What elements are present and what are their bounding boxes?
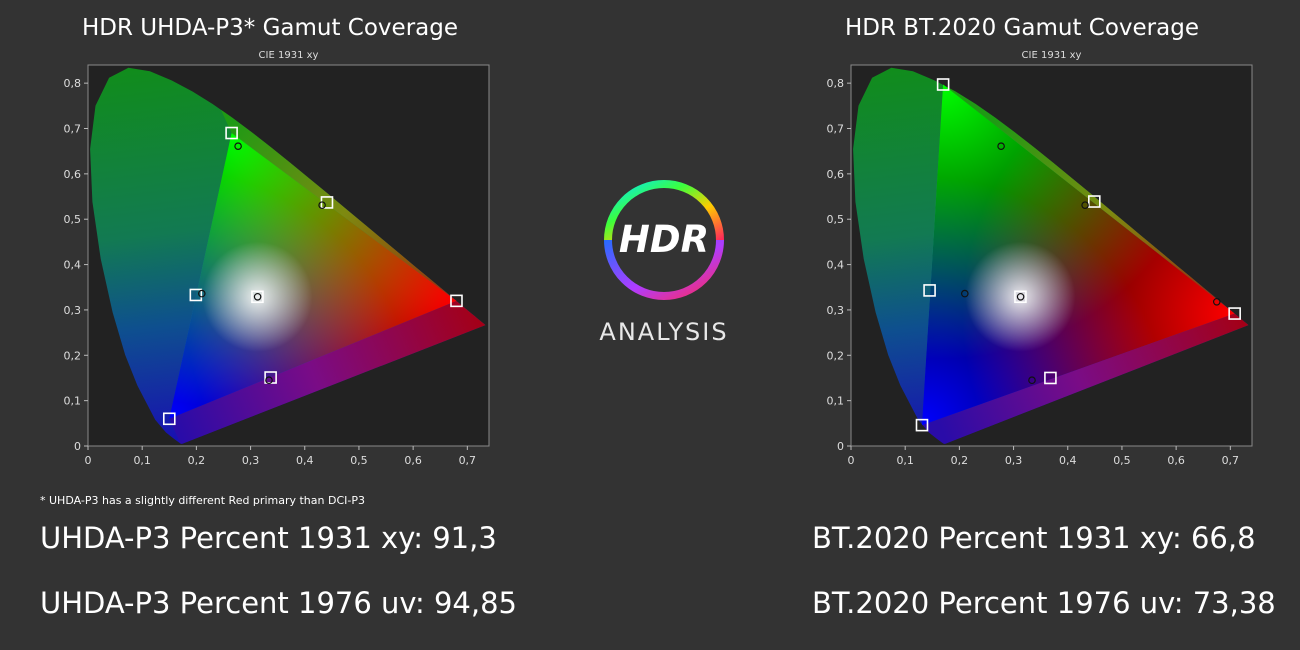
cie-chart-uhda-p3: CIE 1931 xy 0 0,1 0,2 0,3 0,4 0,5 0,6 0,7 0 0,1 0,2… [64,50,490,467]
target-point-blue [915,418,929,432]
x-tick-label: 0,2 [951,454,969,467]
measured-point-magenta [1028,376,1036,385]
y-tick-label: 0,2 [827,349,845,362]
y-tick-label: 0,7 [827,123,845,136]
x-tick-label: 0,3 [242,454,260,467]
cie-chart-bt2020: CIE 1931 xy 0 0,1 0,2 0,3 0,4 0,5 0,6 0,7 0 0,1 0,2… [827,50,1253,467]
measured-point-green [234,142,242,150]
y-tick-label: 0,4 [64,259,82,272]
y-tick-label: 0,7 [64,123,82,136]
measured-point-red [1212,297,1221,306]
chart-subtitle: CIE 1931 xy [259,50,319,61]
x-tick-label: 0,4 [1059,454,1077,467]
y-tick-label: 0,6 [64,168,82,181]
y-tick-label: 0,8 [827,77,845,90]
target-point-white [1014,290,1027,304]
measured-point-magenta [265,376,273,385]
chart-title-bt2020: HDR BT.2020 Gamut Coverage [845,15,1199,41]
y-tick-label: 0,6 [827,168,845,181]
stat-uhda-1931: UHDA-P3 Percent 1931 xy: 91,3 [40,521,497,555]
plot-frame [87,64,490,447]
plot-frame [850,64,1253,447]
target-point-red [450,294,463,308]
x-tick-label: 0,4 [296,454,314,467]
measured-point-cyan [960,289,969,298]
hdr-analysis-logo: HDR ANALYSIS [596,172,732,346]
y-tick-label: 0,5 [64,213,82,226]
x-tick-label: 0,6 [1167,454,1185,467]
measured-point-cyan [197,289,206,298]
hdr-ring-icon: HDR [604,180,724,300]
stat-bt2020-1931: BT.2020 Percent 1931 xy: 66,8 [812,521,1256,555]
measured-point-green [997,142,1005,150]
x-tick-label: 0,6 [404,454,422,467]
y-tick-label: 0,8 [64,77,82,90]
y-tick-label: 0,4 [827,259,845,272]
stat-uhda-1976: UHDA-P3 Percent 1976 uv: 94,85 [40,586,517,620]
target-point-yellow [1088,195,1101,208]
stat-bt2020-1976: BT.2020 Percent 1976 uv: 73,38 [812,586,1276,620]
x-tick-label: 0,5 [1113,454,1131,467]
x-tick-label: 0,5 [350,454,368,467]
x-tick-label: 0 [85,454,92,467]
target-point-red [1228,307,1241,320]
measured-point-white [1016,292,1025,301]
chart-subtitle: CIE 1931 xy [1022,50,1082,61]
target-point-green [936,78,950,91]
logo-mark-text: HDR [619,218,709,261]
x-tick-label: 0,3 [1005,454,1023,467]
y-tick-label: 0,5 [827,213,845,226]
x-tick-label: 0,1 [896,454,914,467]
logo-word: ANALYSIS [599,318,729,346]
x-tick-label: 0 [848,454,855,467]
target-point-blue [162,412,176,426]
target-point-cyan [923,284,936,297]
y-tick-label: 0 [74,440,81,453]
y-tick-label: 0,1 [827,395,845,408]
x-tick-label: 0,7 [1222,454,1240,467]
measured-point-white [253,292,262,301]
target-point-white [251,290,264,304]
y-tick-label: 0,1 [64,395,82,408]
target-point-green [225,126,238,140]
measured-point-yellow [1081,201,1089,209]
x-tick-label: 0,2 [188,454,206,467]
measured-point-yellow [318,201,326,209]
y-tick-label: 0,2 [64,349,82,362]
footnote: * UHDA-P3 has a slightly different Red p… [40,494,365,507]
y-tick-label: 0 [837,440,844,453]
chart-title-uhda-p3: HDR UHDA-P3* Gamut Coverage [82,15,458,41]
y-tick-label: 0,3 [64,304,82,317]
y-tick-label: 0,3 [827,304,845,317]
x-tick-label: 0,1 [133,454,151,467]
target-point-cyan [189,288,203,302]
x-tick-label: 0,7 [459,454,477,467]
target-point-magenta [1044,371,1057,385]
